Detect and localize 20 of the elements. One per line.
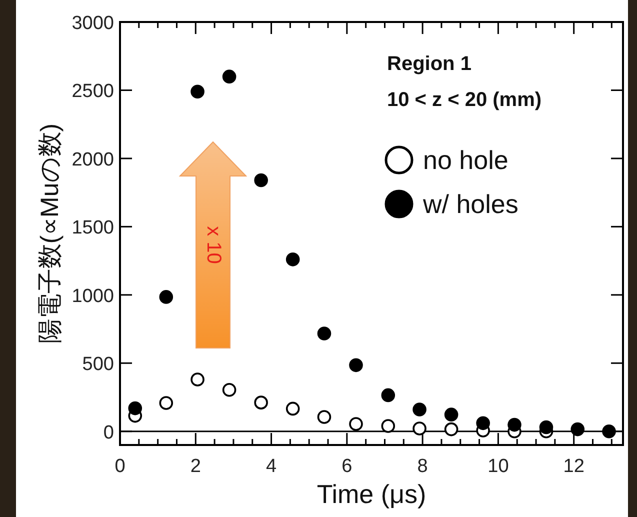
y-tick-label: 500	[82, 354, 114, 376]
x-tick-label: 2	[190, 456, 201, 477]
legend-label: no hole	[423, 145, 508, 175]
annotation: 10 < z < 20 (mm)	[387, 89, 542, 111]
y-axis-title: 陽電子数(∝Muの数)	[36, 123, 64, 344]
annotation: Region 1	[387, 53, 472, 75]
y-tick-label: 2000	[72, 149, 114, 170]
x-tick-label: 8	[417, 456, 428, 477]
y-tick-label: 3000	[72, 13, 114, 34]
legend-label: w/ holes	[422, 189, 518, 219]
x-tick-label: 10	[488, 456, 509, 477]
annotation: x 10	[202, 226, 225, 264]
y-tick-label: 2500	[72, 81, 114, 102]
y-tick-label: 1000	[72, 286, 114, 307]
x-tick-label: 6	[342, 456, 352, 477]
x-tick-label: 12	[563, 456, 584, 477]
x-axis-title: Time (μs)	[316, 479, 426, 509]
y-tick-label: 0	[103, 422, 114, 444]
y-tick-label: 1500	[72, 218, 114, 239]
x-tick-label: 4	[266, 456, 277, 477]
